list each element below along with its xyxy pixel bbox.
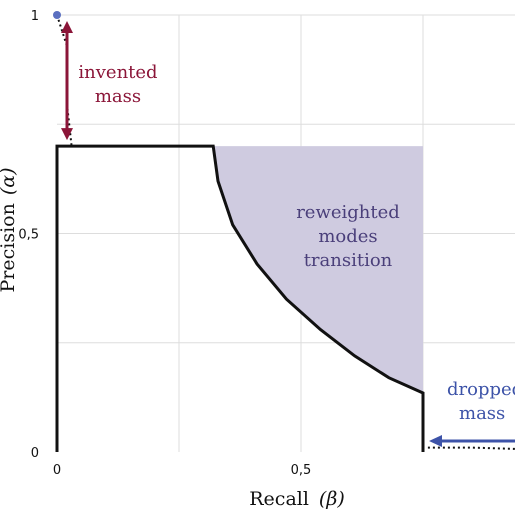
y-tick-label: 0 [31,446,39,461]
dropped-label-line2: mass [459,403,505,424]
x-tick-label: 0 [53,463,61,478]
x-tick-label: 0,5 [291,463,312,478]
y-tick-label: 0,5 [18,228,39,243]
y-tick-labels: 00,51 [18,9,39,461]
dropped-label-line1: dropped [447,379,515,400]
invented-mass-arrow [61,21,73,141]
invented-label-line1: invented [78,62,157,83]
invented-arrow-head-top [61,21,73,33]
transition-label-line3: transition [304,250,393,271]
invented-label-line2: mass [95,86,141,107]
shaded-region-reweighted-modes [213,146,423,393]
dropped-mass-arrow [429,435,515,447]
dotted-curve-tail [427,446,515,450]
transition-label-line2: modes [318,226,377,247]
invented-arrow-head-bottom [61,128,73,141]
x-tick-labels: 0 0,5 [53,463,311,478]
dotted-curve-top [56,14,73,147]
precision-recall-curve [55,144,425,452]
y-tick-label: 1 [31,9,39,24]
y-axis-label: Precision(α) [0,167,19,292]
dropped-arrow-head [429,435,442,447]
transition-label-line1: reweighted [296,202,400,223]
x-axis-label: Recall (β) [249,488,345,510]
data-point-top [53,11,61,19]
